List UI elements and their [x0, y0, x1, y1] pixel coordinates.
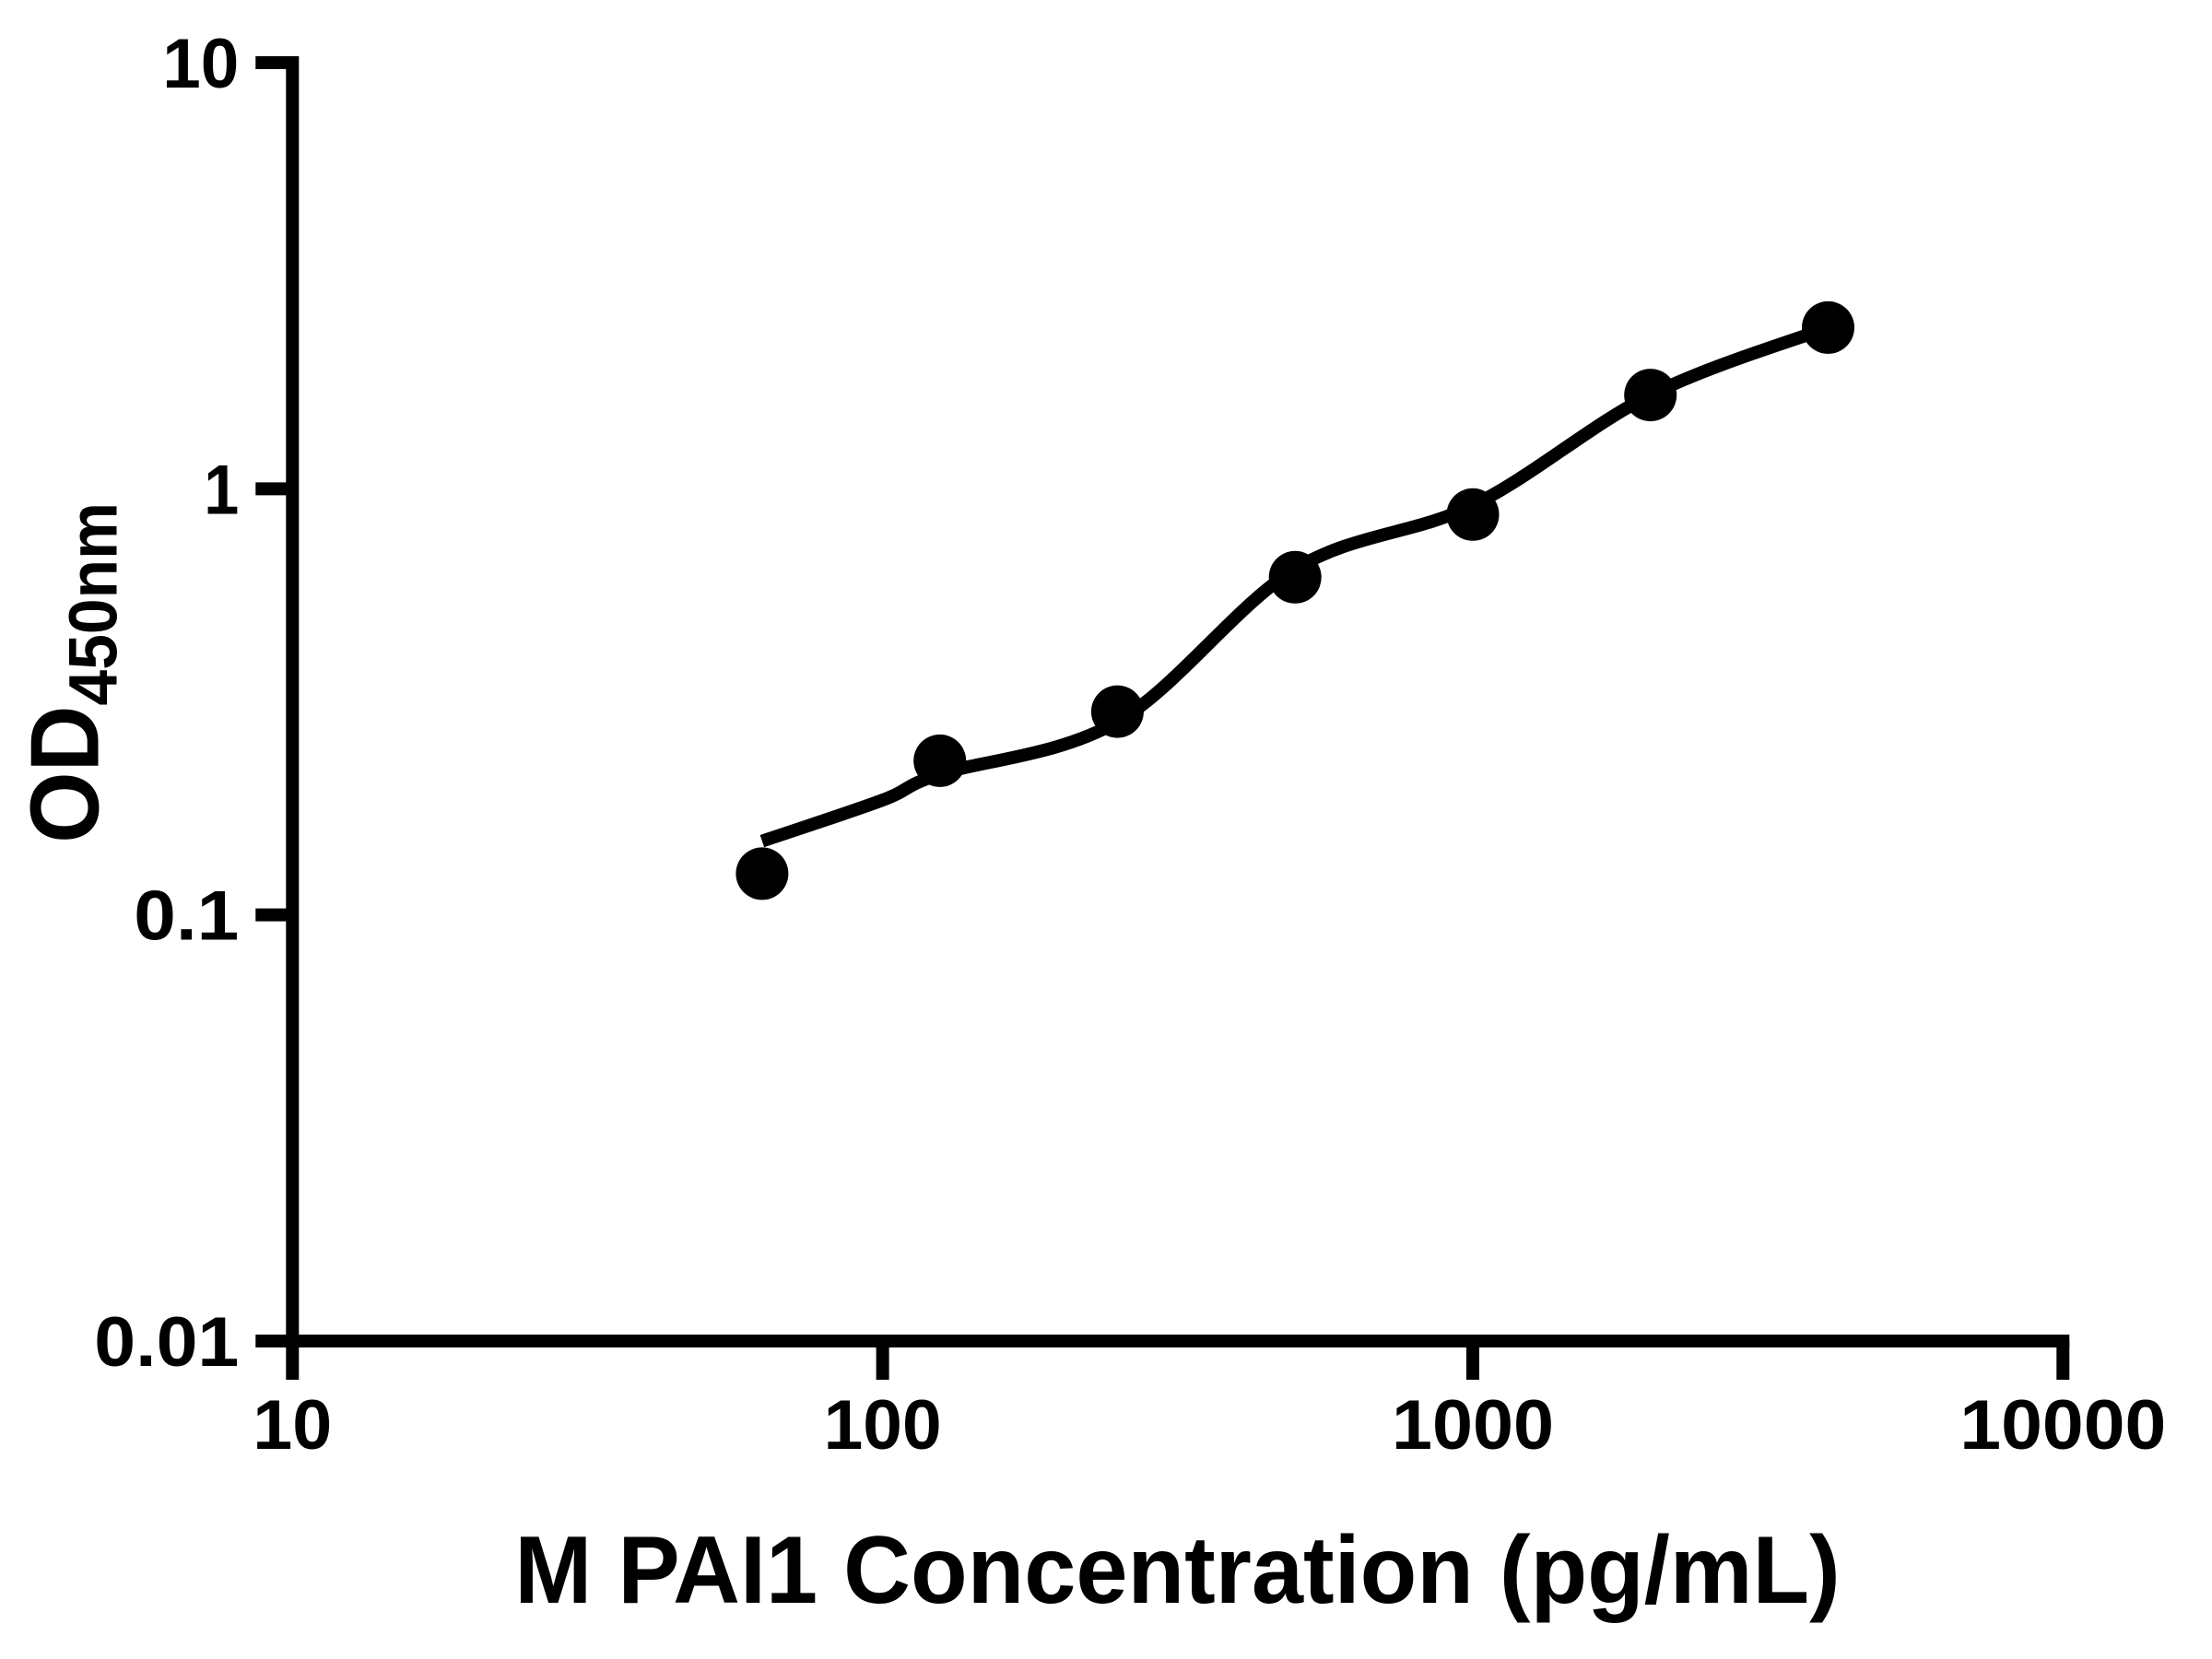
- y-axis-title-subscript: 450nm: [54, 502, 132, 706]
- data-point: [1624, 369, 1677, 422]
- x-tick-label: 100: [824, 1386, 942, 1465]
- x-tick-label: 10000: [1959, 1386, 2166, 1465]
- x-tick-label: 10: [253, 1386, 332, 1465]
- data-point: [1802, 300, 1854, 354]
- data-point: [735, 847, 789, 900]
- data-point: [1268, 550, 1322, 604]
- x-axis-title: M PAI1 Concentration (pg/mL): [514, 1517, 1841, 1624]
- data-point: [1446, 488, 1500, 541]
- y-tick-label: 0.01: [94, 1303, 239, 1382]
- data-point: [913, 734, 967, 787]
- y-axis-title: OD450nm: [11, 502, 132, 843]
- axis-spine: [286, 56, 2070, 1347]
- y-axis-title-main: OD: [10, 705, 120, 843]
- y-tick-label: 0.1: [134, 877, 239, 956]
- data-point: [1090, 685, 1144, 738]
- y-tick-label: 1: [204, 451, 239, 529]
- x-tick-label: 1000: [1392, 1386, 1554, 1465]
- y-tick-label: 10: [162, 25, 239, 103]
